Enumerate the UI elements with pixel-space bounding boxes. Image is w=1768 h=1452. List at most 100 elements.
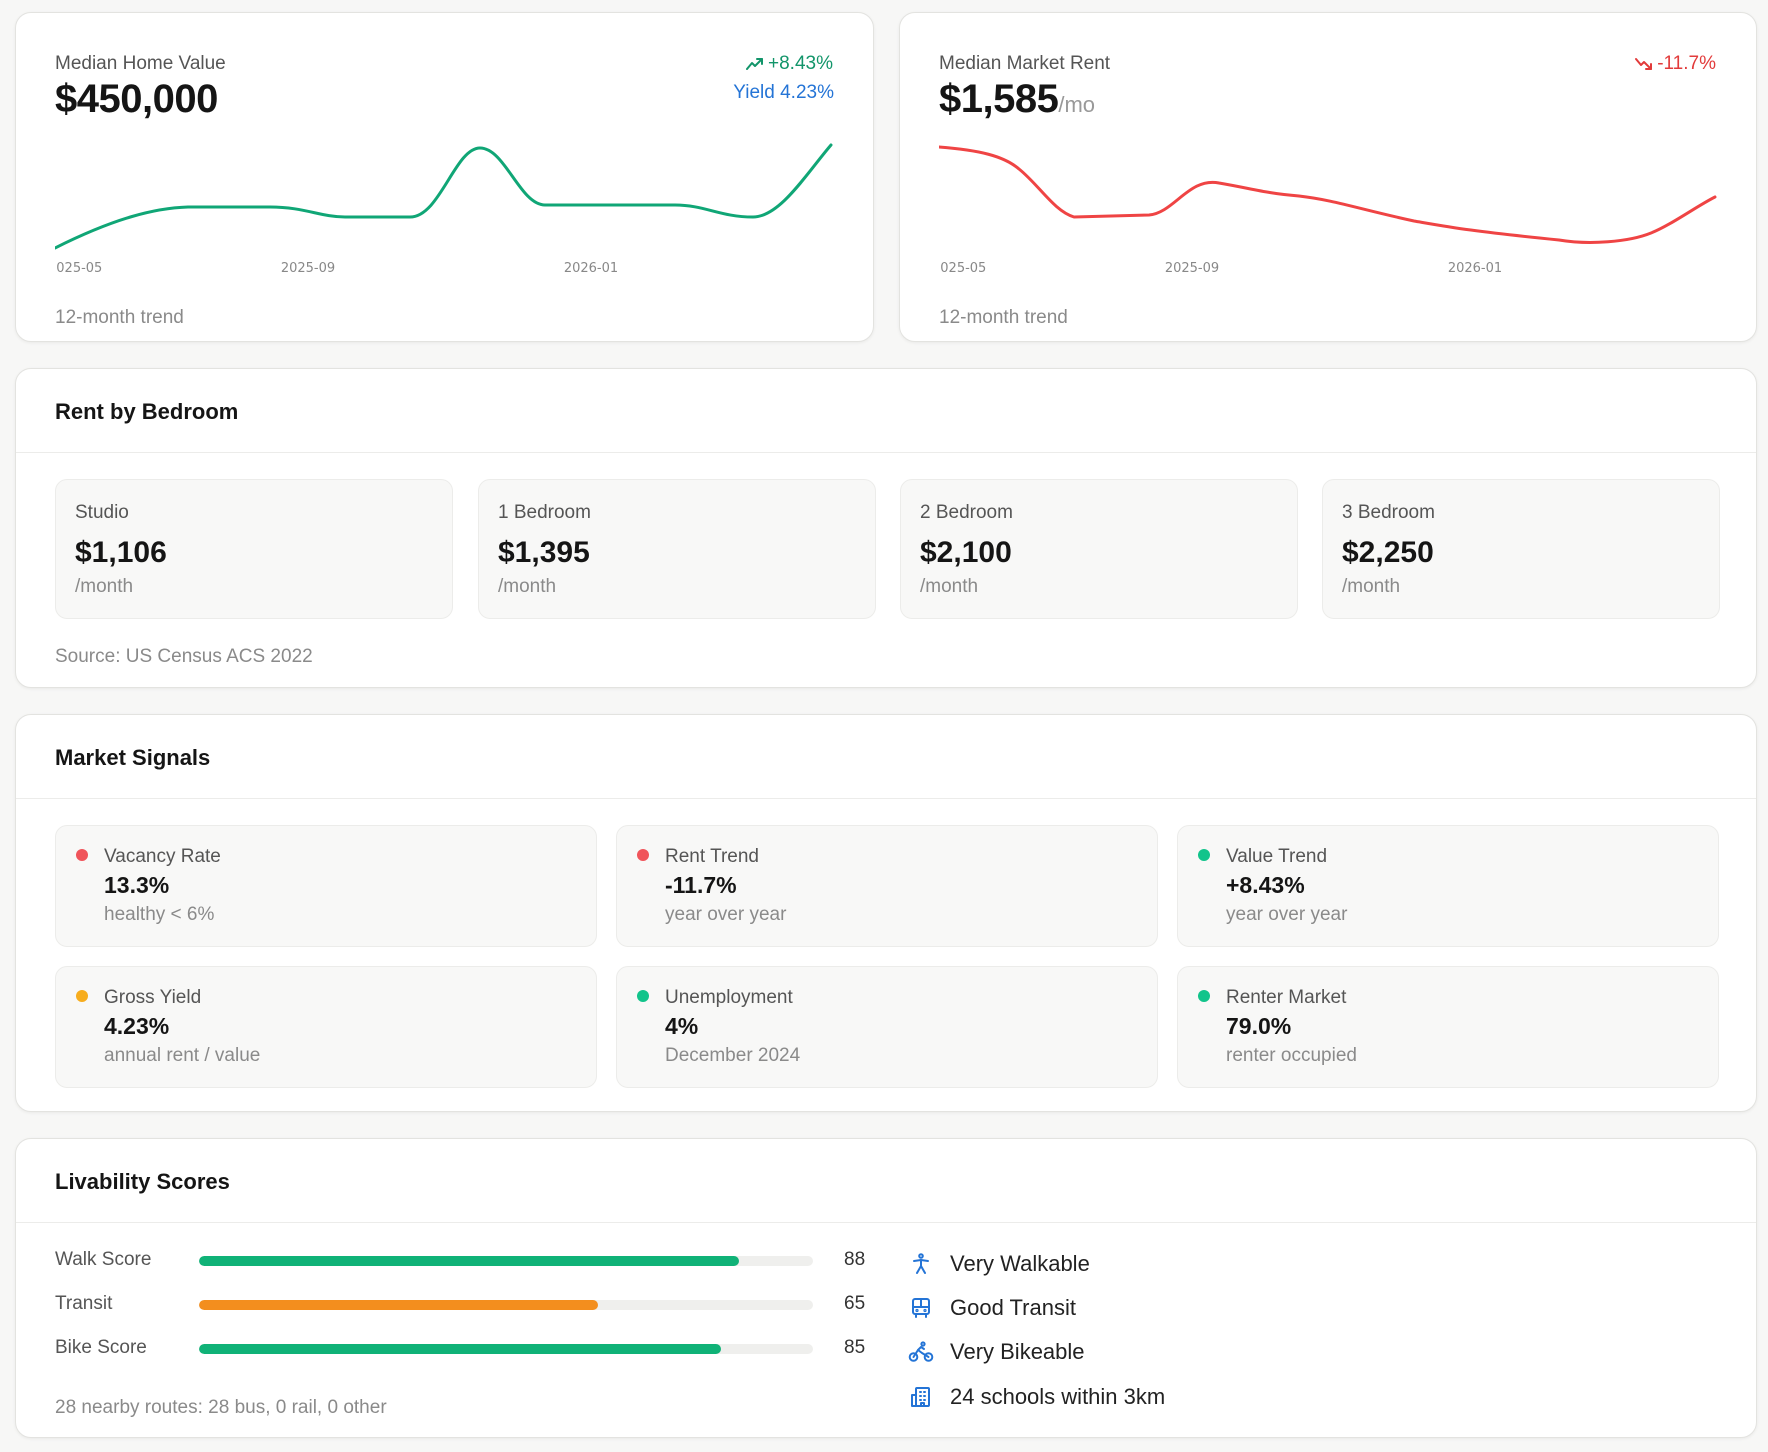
median-home-value-card: Median Home Value $450,000 +8.43% Yield …: [15, 12, 874, 342]
market-rent-tick-2: 2025-09: [1165, 261, 1219, 276]
status-dot: [76, 849, 88, 861]
home-value-tick-1: 2025-05: [55, 261, 102, 276]
signal-label: Value Trend: [1226, 846, 1328, 867]
bedroom-rent-unit: /month: [498, 576, 557, 597]
signal-unemployment: Unemployment 4% December 2024: [616, 966, 1158, 1088]
bedroom-rent: $2,250: [1342, 536, 1434, 569]
signal-subtext: December 2024: [665, 1045, 801, 1066]
bedroom-name: 2 Bedroom: [920, 502, 1013, 523]
section-divider: [16, 798, 1756, 799]
market-rent-unit: /mo: [1058, 92, 1096, 117]
status-dot: [637, 849, 649, 861]
signal-label: Vacancy Rate: [104, 846, 221, 867]
bike-score-bar: [199, 1344, 721, 1354]
signal-label: Gross Yield: [104, 987, 202, 1008]
signal-gross-yield: Gross Yield 4.23% annual rent / value: [55, 966, 597, 1088]
livability-title: Livability Scores: [55, 1169, 230, 1194]
signal-subtext: renter occupied: [1226, 1045, 1357, 1066]
signal-value: -11.7%: [665, 872, 737, 898]
rent-by-bedroom-card: Rent by Bedroom Studio $1,106 /month 1 B…: [15, 368, 1757, 688]
score-bar-track: [199, 1256, 813, 1266]
signal-value: 13.3%: [104, 872, 170, 898]
score-value: 85: [844, 1337, 866, 1358]
score-bar-track: [199, 1300, 813, 1310]
signal-rent-trend: Rent Trend -11.7% year over year: [616, 825, 1158, 947]
market-rent-amount: $1,585/mo: [939, 77, 1095, 122]
home-value-label: Median Home Value: [55, 53, 226, 74]
market-rent-change: -11.7%: [1635, 53, 1716, 75]
bedroom-rent: $1,106: [75, 536, 167, 569]
walkability-highlight: Very Walkable: [908, 1249, 1090, 1279]
market-signals-card: Market Signals Vacancy Rate 13.3% health…: [15, 714, 1757, 1112]
home-value-footer: 12-month trend: [55, 307, 184, 328]
highlight-text: Very Walkable: [950, 1251, 1090, 1276]
bikeability-highlight: Very Bikeable: [908, 1337, 1085, 1367]
nearby-routes-note: 28 nearby routes: 28 bus, 0 rail, 0 othe…: [55, 1397, 387, 1418]
trending-down-icon: [1635, 58, 1653, 70]
rent-by-bedroom-title: Rent by Bedroom: [55, 399, 239, 424]
signal-label: Renter Market: [1226, 987, 1347, 1008]
schools-highlight: 24 schools within 3km: [908, 1382, 1165, 1412]
section-divider: [16, 452, 1756, 453]
home-value-amount: $450,000: [55, 77, 218, 121]
bedroom-tile-3br: 3 Bedroom $2,250 /month: [1322, 479, 1720, 619]
bedroom-tile-1br: 1 Bedroom $1,395 /month: [478, 479, 876, 619]
bedroom-tile-studio: Studio $1,106 /month: [55, 479, 453, 619]
market-rent-footer: 12-month trend: [939, 307, 1068, 328]
walk-score-bar: [199, 1256, 740, 1266]
transit-highlight: Good Transit: [908, 1293, 1076, 1323]
market-rent-label: Median Market Rent: [939, 53, 1111, 74]
bedroom-name: 3 Bedroom: [1342, 502, 1435, 523]
signal-subtext: healthy < 6%: [104, 904, 215, 925]
signal-subtext: year over year: [1226, 904, 1348, 925]
signal-label: Unemployment: [665, 987, 793, 1008]
trending-up-icon: [746, 58, 764, 70]
bedroom-rent: $2,100: [920, 536, 1012, 569]
status-dot: [1198, 849, 1210, 861]
median-market-rent-card: Median Market Rent $1,585/mo -11.7% 2025…: [899, 12, 1757, 342]
bedroom-rent-unit: /month: [920, 576, 979, 597]
score-bar-track: [199, 1344, 813, 1354]
home-value-yield: Yield 4.23%: [733, 82, 834, 103]
market-rent-change-text: -11.7%: [1657, 53, 1716, 74]
home-value-tick-2: 2025-09: [281, 261, 335, 276]
signal-subtext: year over year: [665, 904, 787, 925]
market-rent-trend-line: [939, 145, 1717, 244]
signal-value: 4%: [665, 1013, 699, 1039]
livability-scores-card: Livability Scores Walk Score 88 Transit …: [15, 1138, 1757, 1438]
score-value: 88: [844, 1249, 866, 1270]
market-rent-tick-3: 2026-01: [1448, 261, 1502, 276]
status-dot: [76, 990, 88, 1002]
status-dot: [637, 990, 649, 1002]
market-rent-trend-chart: 2025-05 2025-09 2026-01: [939, 145, 1717, 276]
transit-score-row: Transit 65: [55, 1291, 875, 1319]
home-value-trend-line: [55, 143, 833, 250]
signal-subtext: annual rent / value: [104, 1045, 261, 1066]
school-building-icon: [908, 1384, 934, 1410]
signal-value: +8.43%: [1226, 872, 1305, 898]
market-signals-title: Market Signals: [55, 745, 211, 770]
bedroom-tile-2br: 2 Bedroom $2,100 /month: [900, 479, 1298, 619]
bedroom-rent-unit: /month: [1342, 576, 1401, 597]
bike-score-row: Bike Score 85: [55, 1335, 875, 1363]
transit-score-bar: [199, 1300, 599, 1310]
bedroom-rent-unit: /month: [75, 576, 134, 597]
signal-label: Rent Trend: [665, 846, 759, 867]
highlight-text: Very Bikeable: [950, 1339, 1085, 1364]
market-rent-value: $1,585: [939, 77, 1059, 121]
bedroom-name: 1 Bedroom: [498, 502, 591, 523]
score-label: Transit: [55, 1293, 113, 1314]
walking-person-icon: [908, 1251, 934, 1277]
score-label: Bike Score: [55, 1337, 147, 1358]
signal-value: 4.23%: [104, 1013, 170, 1039]
signal-vacancy-rate: Vacancy Rate 13.3% healthy < 6%: [55, 825, 597, 947]
home-value-trend-chart: 2025-05 2025-09 2026-01: [55, 143, 833, 276]
bedroom-rent: $1,395: [498, 536, 590, 569]
signal-renter-market: Renter Market 79.0% renter occupied: [1177, 966, 1719, 1088]
market-rent-tick-1: 2025-05: [939, 261, 986, 276]
data-source-note: Source: US Census ACS 2022: [55, 646, 313, 667]
section-divider: [16, 1222, 1756, 1223]
bicycle-icon: [908, 1339, 934, 1365]
score-value: 65: [844, 1293, 866, 1314]
home-value-tick-3: 2026-01: [564, 261, 618, 276]
